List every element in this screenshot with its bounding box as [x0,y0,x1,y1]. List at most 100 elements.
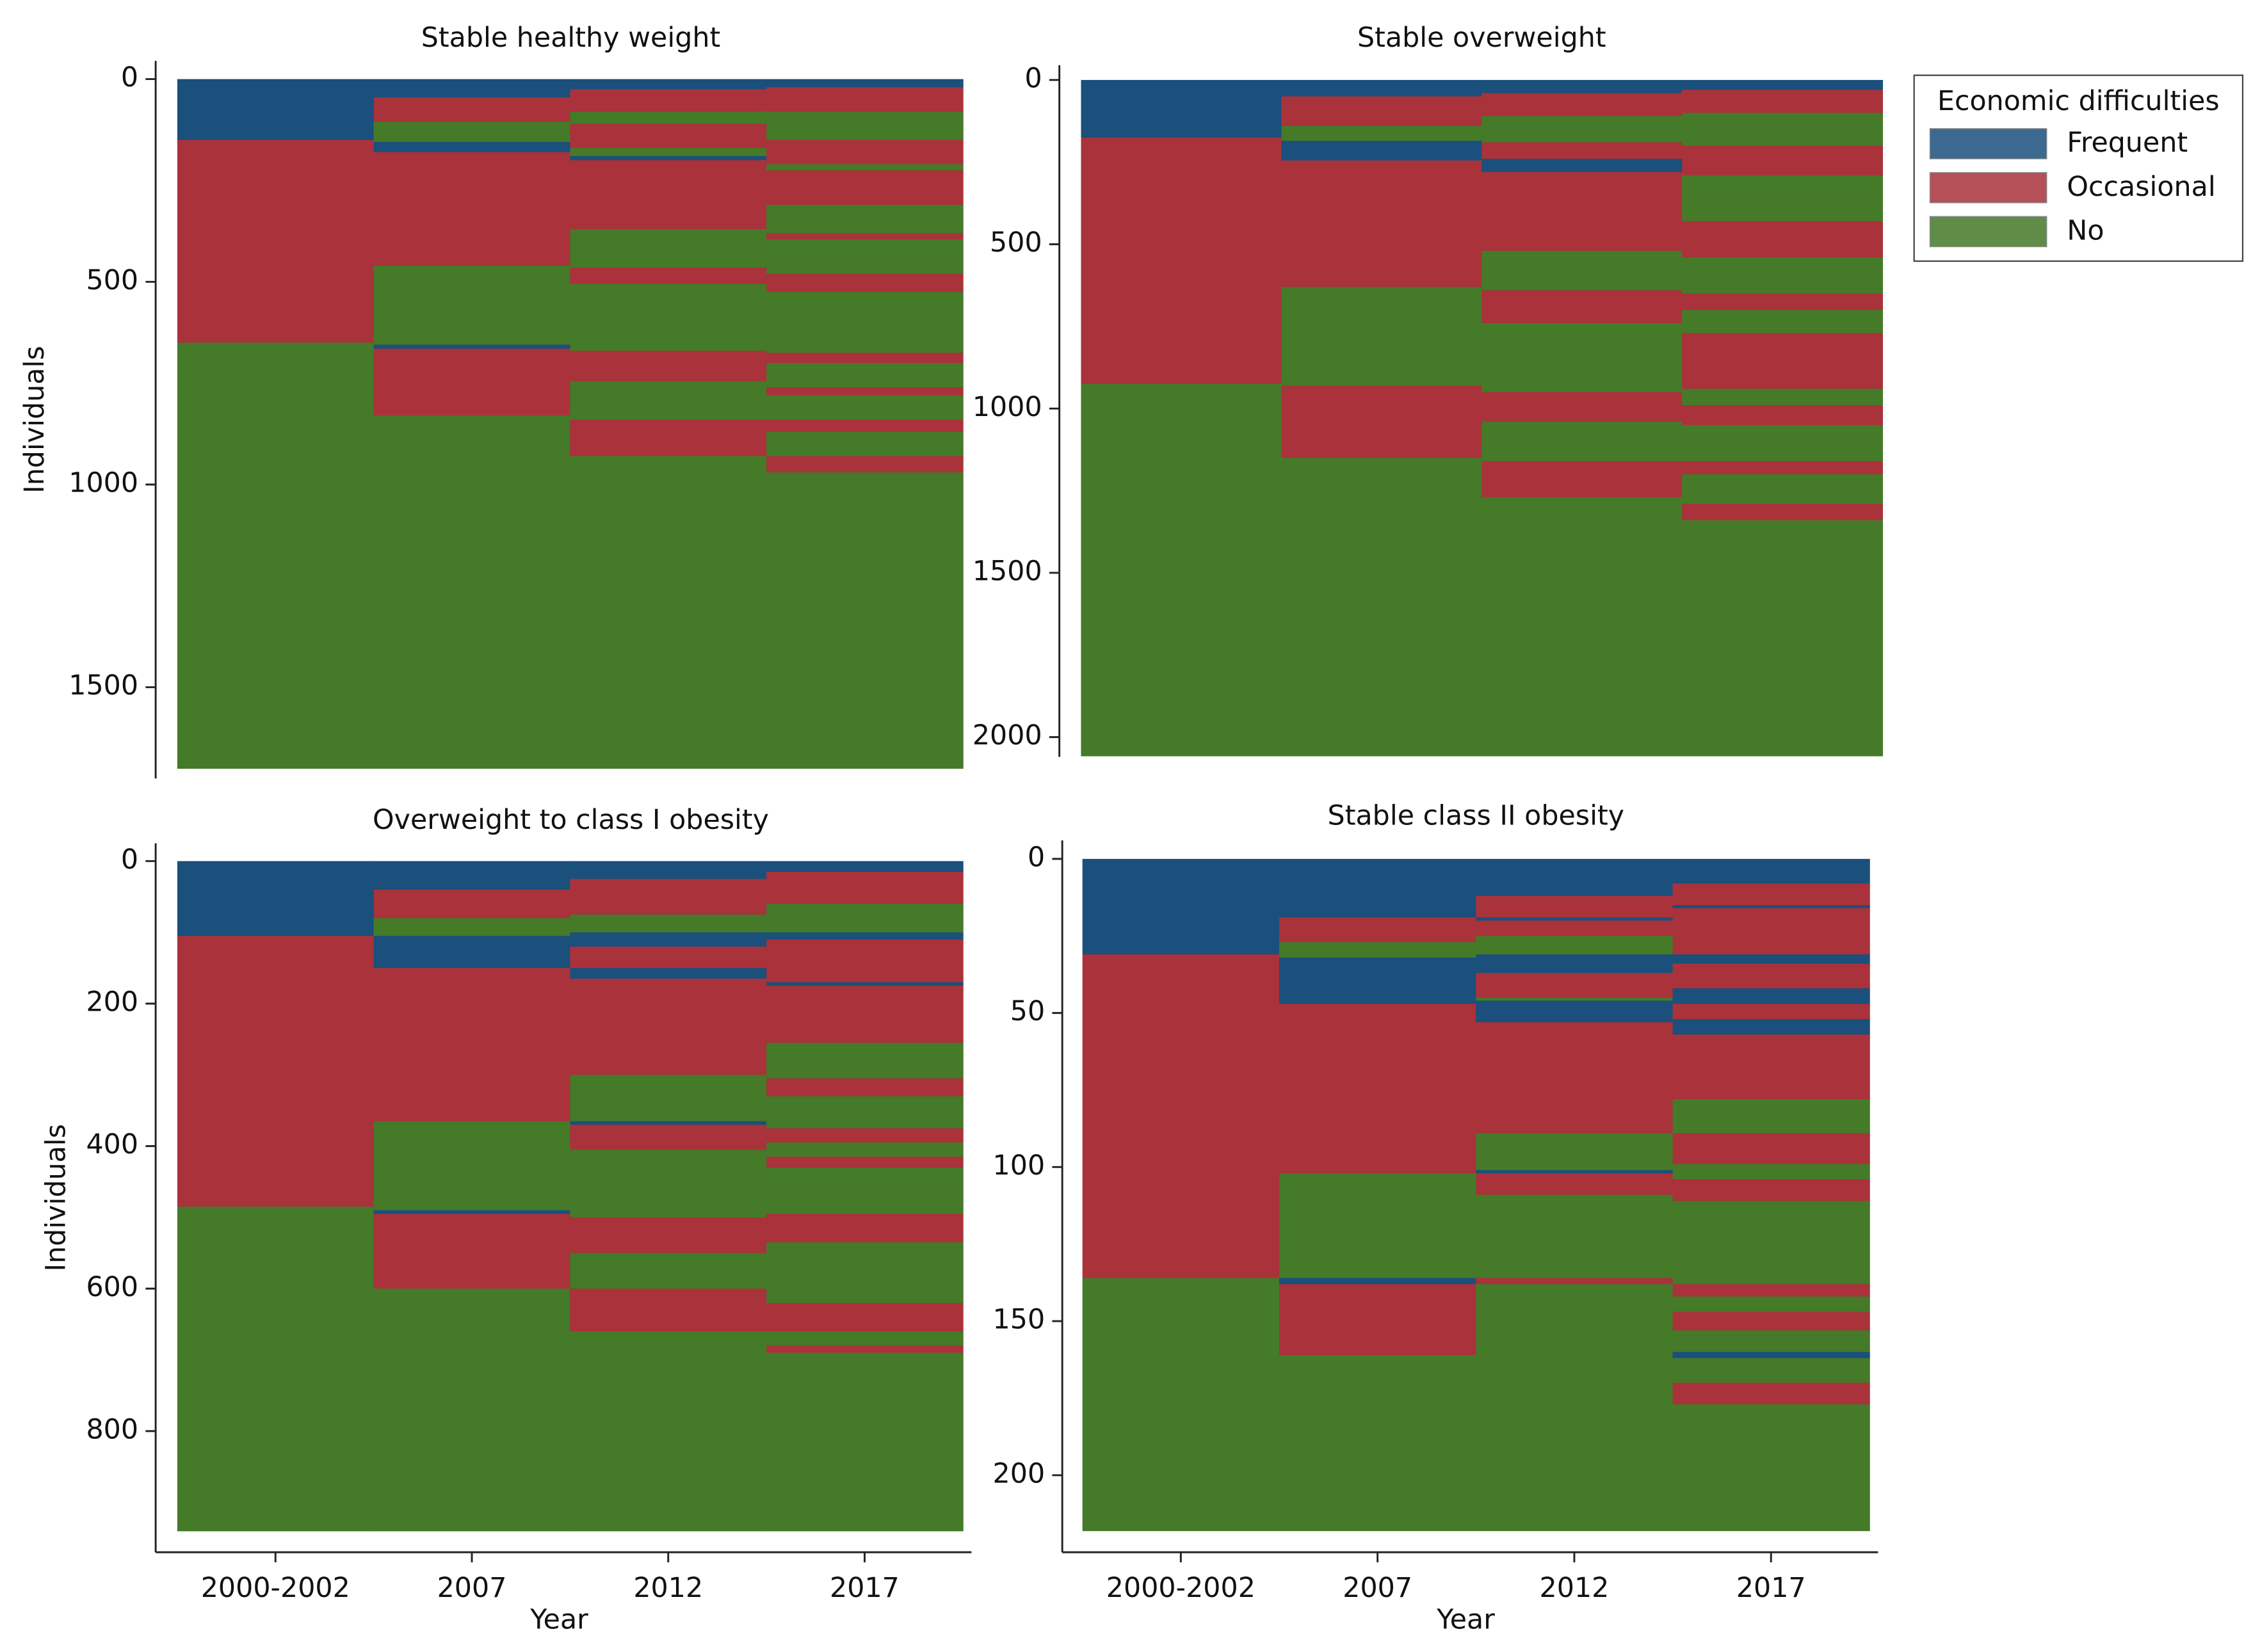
sequence-segment [570,268,768,285]
sequence-segment [766,111,964,141]
sequence-segment [570,979,768,1075]
sequence-segment [1672,908,1870,955]
sequence-segment [1476,1173,1674,1196]
sequence-segment [1281,287,1483,387]
legend-label: No [2067,214,2104,246]
sequence-segment [1081,383,1282,757]
sequence-segment [1481,172,1683,252]
sequence-segment [766,164,964,171]
sequence-segment [1672,1201,1870,1285]
sequence-segment [766,431,964,457]
y-tick-label: 0 [1024,62,1042,94]
sequence-segment [766,273,964,293]
sequence-segment [1672,963,1870,989]
legend-swatch [1929,128,2047,159]
sequence-segment [1281,458,1483,757]
y-tick-label: 500 [86,264,138,296]
sequence-segment [570,968,768,979]
sequence-segment [373,918,571,936]
sequence-segment [766,1331,964,1346]
sequence-segment [766,353,964,364]
sequence-segment [1672,858,1870,885]
sequence-segment [570,89,768,112]
sequence-segment [1672,1019,1870,1035]
sequence-segment [1279,917,1477,943]
sequence-segment [1481,392,1683,422]
sequence-segment [766,170,964,205]
sequence-segment [1279,1173,1477,1279]
sequence-segment [570,861,768,879]
sequence-segment [373,348,571,416]
sequence-segment [1672,1330,1870,1352]
y-tick-label: 1000 [973,391,1042,423]
sequence-segment [766,1096,964,1129]
sequence-segment [1476,1278,1674,1285]
sequence-segment [373,1210,571,1215]
y-tick-label: 0 [121,61,138,93]
sequence-segment [766,233,964,240]
sequence-segment [766,1043,964,1079]
sequence-segment [177,861,375,936]
sequence-segment [1476,858,1674,897]
sequence-segment [1481,142,1683,159]
sequence-segment [1279,1278,1477,1285]
legend-label: Occasional [2067,171,2215,203]
x-tick-label: 2007 [437,1572,507,1604]
sequence-segment [373,141,571,153]
sequence-segment [1672,1311,1870,1331]
sequence-segment [1476,1170,1674,1174]
x-tick-label: 2012 [633,1572,703,1604]
y-tick-label: 50 [1010,995,1045,1027]
sequence-segment [1481,421,1683,462]
sequence-segment [1081,137,1282,385]
y-tick-label: 0 [121,844,138,876]
sequence-segment [1682,520,1884,757]
sequence-segment [1476,895,1674,918]
sequence-segment [766,1143,964,1157]
y-tick-label: 0 [1028,841,1045,873]
sequence-segment [1476,1194,1674,1279]
sequence-segment [1672,1164,1870,1180]
sequence-segment [1281,96,1483,127]
x-tick-label: 2017 [1736,1572,1806,1604]
sequence-segment [766,362,964,388]
sequence-segment [1682,405,1884,426]
sequence-segment [766,239,964,275]
sequence-segment [1672,1383,1870,1405]
panel-title: Stable healthy weight [421,22,721,54]
sequence-segment [1682,389,1884,406]
sequence-segment [1481,79,1683,94]
sequence-segment [373,936,571,968]
sequence-segment [1476,997,1674,1002]
sequence-segment [1481,290,1683,324]
sequence-segment [570,111,768,124]
sequence-segment [570,1121,768,1125]
sequence-segment [1476,1284,1674,1532]
sequence-segment [1082,858,1280,955]
panel: Stable healthy weight 0 500 1000 1500 Individ… [19,22,964,779]
sequence-segment [1476,1000,1674,1023]
legend-label: Frequent [2067,127,2188,159]
sequence-segment [1279,1004,1477,1174]
sequence-segment [570,456,768,769]
panel-title: Stable overweight [1357,22,1606,54]
sequence-segment [1281,160,1483,288]
sequence-segment [1672,1284,1870,1297]
sequence-segment [1682,310,1884,333]
sequence-segment [1476,973,1674,998]
legend: Economic difficulties Frequent Occasional… [1913,74,2244,262]
sequence-segment [373,1214,571,1289]
sequence-segment [1682,113,1884,147]
sequence-segment [766,419,964,433]
sequence-segment [373,1288,571,1532]
sequence-segment [570,350,768,382]
sequence-segment [766,932,964,940]
y-tick-label: 400 [86,1128,138,1160]
sequence-segment [766,395,964,421]
sequence-segment [766,1214,964,1243]
sequence-segment [373,889,571,919]
sequence-segment [766,1128,964,1143]
sequence-segment [766,1345,964,1354]
sequence-segment [570,229,768,268]
sequence-segment [570,1150,768,1218]
